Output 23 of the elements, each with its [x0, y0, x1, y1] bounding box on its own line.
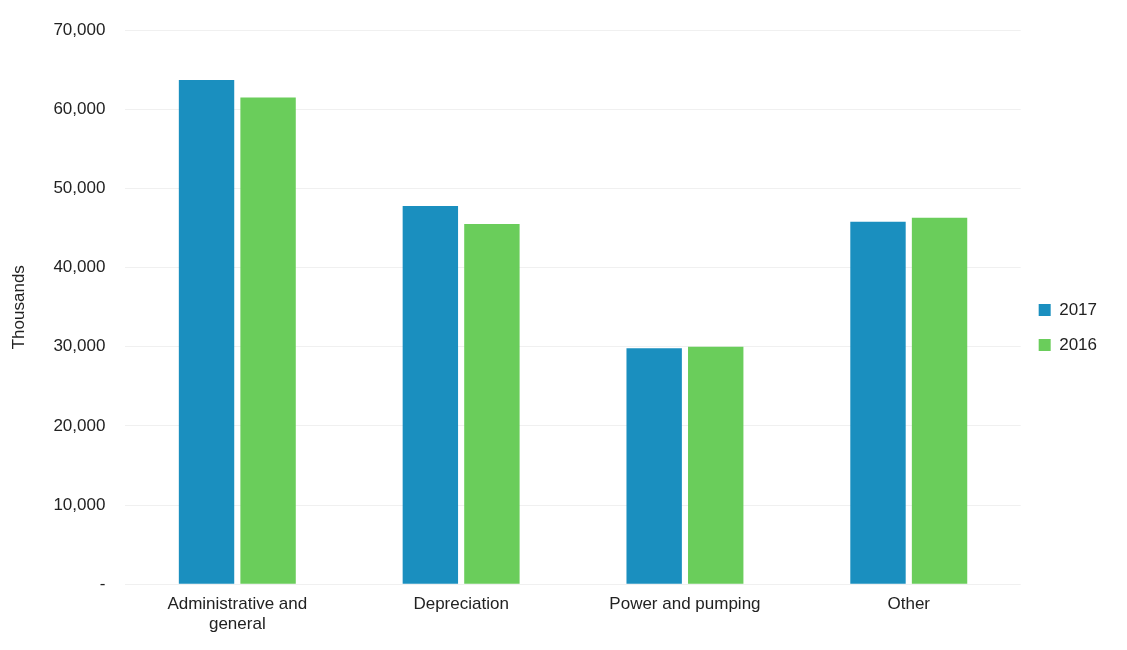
- y-tick-label: 20,000: [53, 415, 106, 435]
- x-tick-label: Administrative and general: [167, 594, 308, 634]
- y-tick-label: 60,000: [53, 99, 106, 119]
- y-tick-label: 10,000: [53, 494, 106, 514]
- bar: [850, 221, 906, 584]
- legend-label: 2017: [1059, 299, 1098, 319]
- y-axis-title: Thousands: [8, 265, 28, 350]
- bar: [240, 97, 296, 584]
- bar: [688, 346, 744, 584]
- bar: [626, 348, 682, 584]
- legend-label: 2016: [1059, 334, 1098, 354]
- bar: [178, 80, 235, 584]
- x-tick-label: Power and pumping: [609, 594, 761, 614]
- y-tick-label: -: [99, 573, 106, 593]
- bar: [464, 224, 520, 584]
- x-tick-label: Other: [887, 594, 931, 614]
- y-tick-label: 30,000: [53, 336, 106, 356]
- bar: [402, 205, 459, 584]
- bar: [911, 217, 968, 584]
- y-tick-label: 50,000: [53, 178, 106, 198]
- y-tick-label: 40,000: [53, 257, 106, 277]
- x-tick-label: Depreciation: [413, 594, 509, 614]
- y-tick-label: 70,000: [53, 19, 106, 39]
